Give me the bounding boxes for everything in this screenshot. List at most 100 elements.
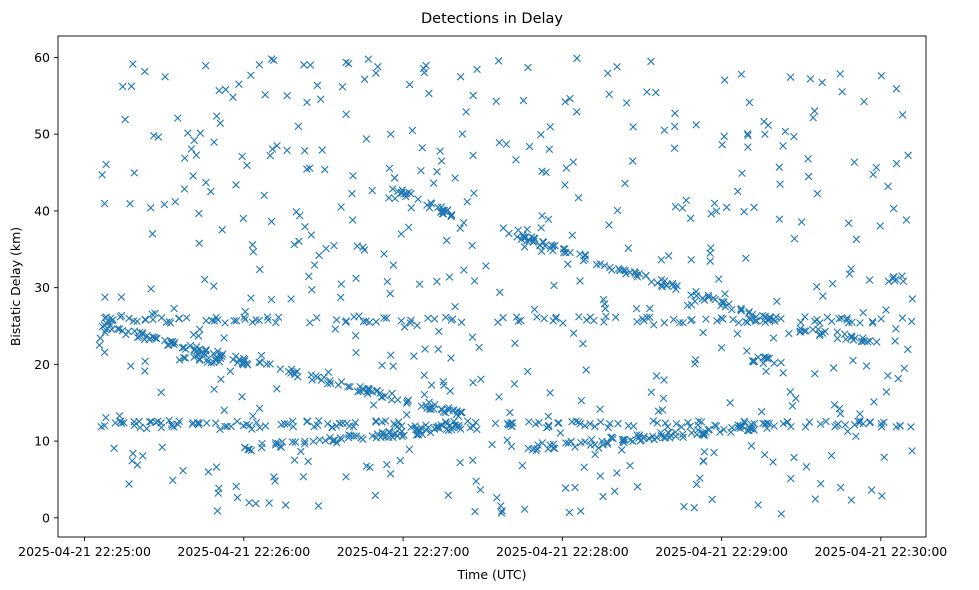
- data-point: [572, 108, 581, 116]
- data-point: [215, 86, 223, 95]
- data-point: [306, 318, 314, 327]
- data-point: [907, 423, 915, 431]
- data-point: [769, 334, 778, 342]
- data-point: [514, 226, 522, 234]
- data-point: [605, 419, 614, 428]
- data-point: [568, 417, 576, 426]
- data-point: [425, 89, 433, 98]
- data-point: [542, 168, 550, 177]
- data-point: [591, 422, 599, 431]
- marker-layer: [95, 54, 917, 518]
- data-point: [821, 327, 829, 336]
- data-point: [263, 313, 272, 321]
- data-point: [290, 240, 299, 249]
- data-point: [503, 436, 511, 444]
- data-point: [95, 341, 104, 349]
- data-point: [506, 408, 514, 417]
- data-point: [766, 313, 774, 321]
- x-tick-label: 2025-04-21 22:27:00: [337, 544, 470, 559]
- data-point: [617, 446, 626, 454]
- data-point: [744, 131, 752, 140]
- data-point: [661, 434, 670, 442]
- data-point: [470, 189, 478, 197]
- data-point: [255, 404, 264, 413]
- data-point: [544, 215, 553, 224]
- data-point: [432, 423, 440, 432]
- data-point: [498, 507, 506, 515]
- data-point: [359, 386, 368, 394]
- data-point: [157, 388, 165, 397]
- data-point: [277, 420, 286, 429]
- data-point: [822, 417, 830, 426]
- data-point: [201, 61, 210, 70]
- data-point: [439, 408, 448, 416]
- data-point: [664, 428, 672, 437]
- data-point: [348, 216, 357, 224]
- data-point: [411, 422, 419, 430]
- data-point: [238, 392, 246, 401]
- data-point: [354, 387, 362, 396]
- data-point: [690, 503, 699, 512]
- data-point: [290, 456, 299, 464]
- data-point: [346, 431, 355, 440]
- data-point: [561, 97, 569, 106]
- data-point: [300, 146, 309, 155]
- data-point: [523, 237, 531, 245]
- data-point: [241, 315, 249, 324]
- data-point: [149, 131, 158, 140]
- data-point: [738, 169, 746, 178]
- data-point: [712, 207, 721, 215]
- data-point: [165, 416, 173, 425]
- data-point: [221, 422, 229, 431]
- data-point: [804, 155, 812, 163]
- data-point: [661, 277, 669, 285]
- data-point: [202, 347, 210, 355]
- data-point: [388, 389, 396, 398]
- data-point: [382, 314, 391, 322]
- data-point: [434, 203, 442, 212]
- data-point: [190, 136, 199, 145]
- data-point: [629, 123, 637, 131]
- data-point: [349, 171, 357, 180]
- data-point: [894, 374, 903, 383]
- x-axis: 2025-04-21 22:25:00 2025-04-21 22:26:00 20…: [18, 537, 947, 559]
- data-point: [672, 419, 681, 428]
- data-point: [337, 378, 346, 386]
- data-point: [209, 282, 218, 290]
- data-point: [192, 151, 201, 159]
- data-point: [418, 430, 427, 439]
- data-point: [653, 419, 662, 427]
- data-point: [284, 367, 293, 376]
- data-point: [171, 197, 180, 206]
- x-tick-label: 2025-04-21 22:25:00: [18, 544, 151, 559]
- data-point: [694, 421, 702, 429]
- data-point: [797, 218, 806, 226]
- data-point: [596, 260, 604, 268]
- data-point: [783, 418, 792, 426]
- data-point: [247, 294, 255, 302]
- data-point: [359, 317, 368, 326]
- data-point: [221, 319, 229, 327]
- data-point: [759, 359, 768, 368]
- data-point: [235, 355, 244, 364]
- data-point: [902, 216, 911, 224]
- data-point: [524, 444, 533, 453]
- data-point: [610, 487, 619, 495]
- data-point: [876, 222, 884, 230]
- data-point: [645, 304, 654, 313]
- data-point: [880, 453, 889, 462]
- data-point: [561, 181, 569, 189]
- data-point: [331, 325, 340, 333]
- data-point: [636, 437, 645, 445]
- data-point: [692, 121, 700, 129]
- data-point: [565, 508, 574, 517]
- y-tick-label: 10: [34, 434, 50, 449]
- data-point: [645, 434, 654, 443]
- data-point: [239, 421, 248, 430]
- x-axis-label: Time (UTC): [456, 567, 526, 582]
- data-point: [657, 256, 666, 264]
- data-point: [352, 274, 360, 283]
- data-point: [248, 240, 257, 249]
- data-point: [96, 334, 105, 342]
- data-point: [257, 351, 266, 360]
